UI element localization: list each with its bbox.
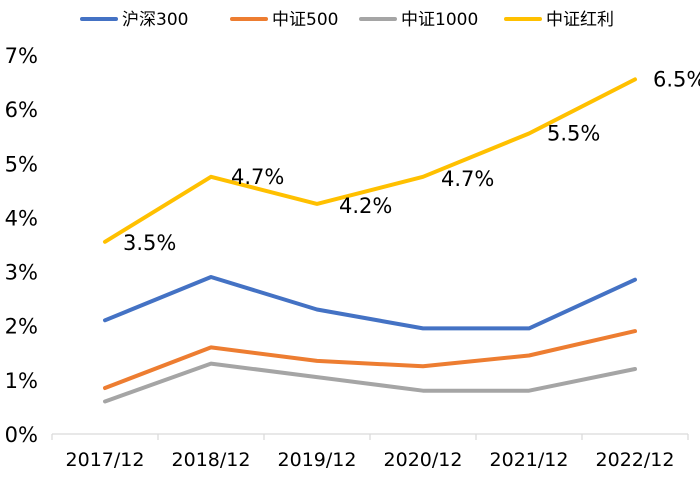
data-label: 4.2% (339, 194, 392, 218)
data-label: 3.5% (123, 231, 176, 255)
series-lines (103, 77, 637, 404)
legend-label: 中证500 (272, 10, 338, 30)
data-label: 4.7% (441, 167, 494, 191)
legend-label: 沪深300 (122, 10, 188, 30)
data-label: 5.5% (547, 122, 600, 146)
x-tick-label: 2019/12 (278, 449, 357, 471)
y-tick-label: 4% (5, 206, 38, 230)
series-line (103, 77, 637, 244)
legend-label: 中证1000 (401, 10, 478, 30)
legend-item: 沪深300 (80, 10, 188, 30)
legend: 沪深300 中证500 中证1000 中证红利 (80, 10, 614, 30)
y-tick-label: 3% (5, 261, 38, 285)
data-label: 4.7% (231, 165, 284, 189)
x-tick-label: 2017/12 (66, 449, 145, 471)
y-axis: 0% 1% 2% 3% 4% 5% 6% 7% (5, 44, 38, 447)
x-axis: 2017/12 2018/12 2019/12 2020/12 2021/12 2022/… (51, 433, 689, 471)
data-label: 6.5% (653, 67, 700, 91)
legend-item: 中证红利 (504, 10, 614, 30)
legend-item: 中证1000 (359, 10, 478, 30)
y-tick-label: 1% (5, 369, 38, 393)
data-labels: 3.5% 4.7% 4.2% 4.7% 5.5% 6.5% (123, 67, 700, 254)
y-tick-label: 6% (5, 98, 38, 122)
y-tick-label: 2% (5, 315, 38, 339)
x-tick-label: 2020/12 (384, 449, 463, 471)
x-tick-label: 2018/12 (172, 449, 251, 471)
x-tick-label: 2022/12 (596, 449, 675, 471)
y-tick-label: 7% (5, 44, 38, 68)
legend-item: 中证500 (230, 10, 338, 30)
x-tick-label: 2021/12 (490, 449, 569, 471)
series-line (103, 361, 637, 404)
y-tick-label: 5% (5, 152, 38, 176)
series-line (103, 275, 637, 331)
y-tick-label: 0% (5, 423, 38, 447)
series-line (103, 329, 637, 390)
legend-label: 中证红利 (546, 10, 614, 30)
